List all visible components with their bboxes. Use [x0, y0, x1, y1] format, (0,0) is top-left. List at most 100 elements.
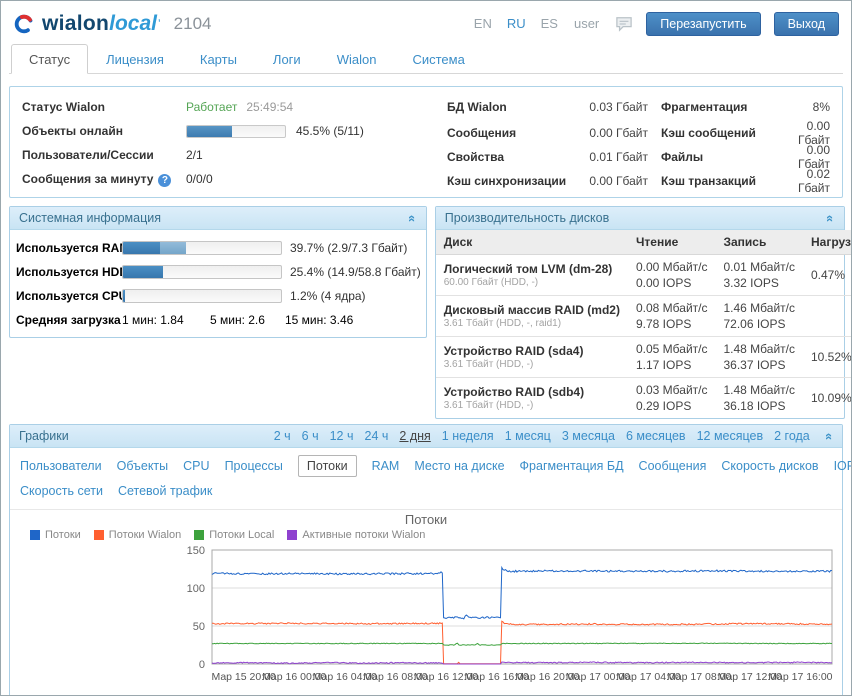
load-average-5min: 5 мин: 2.6 [210, 313, 285, 327]
status-row: Свойства0.01 ГбайтФайлы0.00 Гбайт [447, 143, 830, 167]
tab-логи[interactable]: Логи [255, 44, 319, 74]
disk-read-speed: 0.00 Мбайт/с [636, 259, 708, 275]
tab-статус[interactable]: Статус [11, 44, 88, 74]
disk-capacity: 60.00 Гбайт (HDD, -) [444, 277, 620, 288]
disk-capacity: 3.61 Тбайт (HDD, -) [444, 359, 620, 370]
chart-tab[interactable]: Скорость сети [20, 484, 103, 498]
chart-tab[interactable]: Скорость дисков [721, 459, 818, 473]
range-2-дня[interactable]: 2 дня [399, 429, 430, 443]
status-metric-value: 0.01 Гбайт [575, 150, 648, 164]
disk-write-cell: 1.48 Мбайт/с36.18 IOPS [715, 378, 803, 419]
objects-online-row: Объекты онлайн 45.5% (5/11) [22, 119, 426, 143]
time-range-selector: 2 ч 6 ч 12 ч 24 ч 2 дня 1 неделя 1 месяц 3 меся… [263, 429, 810, 443]
collapse-icon[interactable]: « [823, 432, 836, 439]
legend-item[interactable]: Активные потоки Wialon [287, 529, 425, 541]
legend-swatch [94, 530, 104, 540]
logout-button[interactable]: Выход [774, 12, 839, 36]
chart-tabs-row-1: Пользователи Объекты CPU Процессы Потоки RAM М… [20, 454, 832, 479]
chart-tab[interactable]: Фрагментация БД [520, 459, 624, 473]
range-24-ч[interactable]: 24 ч [365, 429, 389, 443]
lang-es[interactable]: ES [541, 16, 558, 31]
load-average-row: Средняя загрузка 1 мин: 1.84 5 мин: 2.6 … [16, 308, 421, 332]
collapse-icon[interactable]: « [825, 214, 838, 221]
tab-wialon[interactable]: Wialon [319, 44, 395, 74]
chart-tab[interactable]: IOPS дисков [834, 459, 852, 473]
disk-name: Устройство RAID (sdb4) [444, 385, 620, 400]
status-metric-value: 0.00 Гбайт [575, 126, 648, 140]
legend-item[interactable]: Потоки [30, 529, 81, 541]
disk-write-iops: 36.37 IOPS [723, 357, 795, 373]
chart-tab[interactable]: Процессы [225, 459, 283, 473]
range-2-года[interactable]: 2 года [774, 429, 810, 443]
status-metric-value: 0.00 Гбайт [575, 174, 648, 188]
usage-label: Используется HDD [16, 265, 122, 279]
usage-fill-dark [123, 242, 160, 254]
logo-text-wialon: wialon [42, 12, 109, 36]
chart-tab[interactable]: Сетевой трафик [118, 484, 212, 498]
usage-fill-dark [123, 290, 125, 302]
tab-карты[interactable]: Карты [182, 44, 255, 74]
chart-tab[interactable]: RAM [372, 459, 400, 473]
range-3-месяца[interactable]: 3 месяца [562, 429, 615, 443]
language-switcher: EN RU ES [459, 15, 558, 33]
disk-write-cell: 0.01 Мбайт/с3.32 IOPS [715, 255, 803, 296]
chart-tabs-row-2: Скорость сети Сетевой трафик [20, 479, 832, 504]
usage-progressbar [122, 289, 282, 303]
status-metric-value: 8% [790, 100, 830, 114]
legend-item[interactable]: Потоки Wialon [94, 529, 181, 541]
chart-tab[interactable]: Сообщения [639, 459, 707, 473]
series-Потоки Local [212, 643, 832, 645]
disk-performance-header: Производительность дисков « [436, 207, 844, 230]
legend-label: Потоки Wialon [109, 529, 181, 541]
disk-name-cell: Устройство RAID (sdb4)3.61 Тбайт (HDD, -… [436, 378, 628, 419]
messages-per-minute-value: 0/0/0 [186, 172, 426, 186]
lang-en[interactable]: EN [474, 16, 492, 31]
range-1-неделя[interactable]: 1 неделя [442, 429, 494, 443]
disk-read-iops: 1.17 IOPS [636, 357, 708, 373]
charts-header: Графики 2 ч 6 ч 12 ч 24 ч 2 дня 1 неделя 1 мес… [10, 425, 842, 448]
disk-performance-title: Производительность дисков [445, 211, 610, 225]
range-12-месяцев[interactable]: 12 месяцев [697, 429, 764, 443]
chart-tab[interactable]: Потоки [298, 455, 357, 477]
disk-write-iops: 72.06 IOPS [723, 316, 795, 332]
disk-table: ДискЧтениеЗаписьНагрузка Логический том … [436, 230, 852, 418]
disk-row: Дисковый массив RAID (md2)3.61 Тбайт (HD… [436, 296, 852, 337]
status-metric-label: Сообщения [447, 126, 575, 140]
user-menu[interactable]: user [574, 16, 599, 31]
disk-capacity: 3.61 Тбайт (HDD, -, raid1) [444, 318, 620, 329]
disk-name-cell: Дисковый массив RAID (md2)3.61 Тбайт (HD… [436, 296, 628, 337]
collapse-icon[interactable]: « [407, 214, 420, 221]
status-metric-label: Кэш сообщений [648, 126, 790, 140]
tab-лицензия[interactable]: Лицензия [88, 44, 182, 74]
range-1-месяц[interactable]: 1 месяц [505, 429, 551, 443]
legend-item[interactable]: Потоки Local [194, 529, 274, 541]
tab-система[interactable]: Система [394, 44, 482, 74]
status-metric-label: Фрагментация [648, 100, 790, 114]
range-2-ч[interactable]: 2 ч [274, 429, 291, 443]
logo-mark: ʼ [158, 17, 161, 31]
y-tick-label: 150 [187, 545, 205, 557]
range-12-ч[interactable]: 12 ч [330, 429, 354, 443]
disk-write-speed: 0.01 Мбайт/с [723, 259, 795, 275]
usage-bar-cell [122, 289, 290, 304]
feedback-chat-icon[interactable] [615, 16, 633, 32]
help-icon[interactable]: ? [158, 174, 171, 187]
status-metric-label: Файлы [648, 150, 790, 164]
disk-read-iops: 0.29 IOPS [636, 398, 708, 414]
status-left-column: Статус Wialon Работает25:49:54 Объекты о… [22, 95, 426, 191]
chart-tab[interactable]: Пользователи [20, 459, 102, 473]
disk-write-cell: 1.48 Мбайт/с36.37 IOPS [715, 337, 803, 378]
lang-ru[interactable]: RU [507, 16, 526, 31]
charts-title: Графики [19, 429, 69, 443]
range-6-ч[interactable]: 6 ч [302, 429, 319, 443]
chart-tab[interactable]: Место на диске [414, 459, 504, 473]
disk-capacity: 3.61 Тбайт (HDD, -) [444, 400, 620, 411]
chart-tab[interactable]: Объекты [117, 459, 169, 473]
uptime-value: 25:49:54 [246, 100, 293, 114]
disk-performance-panel: Производительность дисков « ДискЧтениеЗа… [435, 206, 845, 419]
chart-tab[interactable]: CPU [183, 459, 209, 473]
restart-button[interactable]: Перезапустить [646, 12, 760, 36]
version-label: 2104 [174, 14, 212, 34]
messages-per-minute-row: Сообщения за минуту? 0/0/0 [22, 167, 426, 191]
range-6-месяцев[interactable]: 6 месяцев [626, 429, 686, 443]
